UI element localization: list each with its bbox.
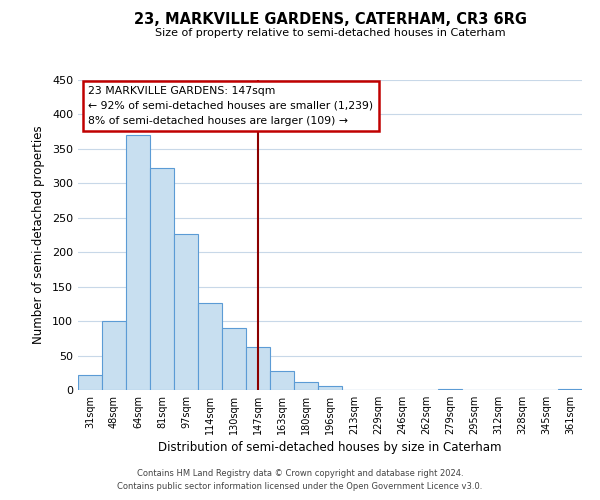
Text: Contains public sector information licensed under the Open Government Licence v3: Contains public sector information licen… — [118, 482, 482, 491]
Bar — [246, 346, 270, 390]
Text: 23, MARKVILLE GARDENS, CATERHAM, CR3 6RG: 23, MARKVILLE GARDENS, CATERHAM, CR3 6RG — [133, 12, 527, 28]
Y-axis label: Number of semi-detached properties: Number of semi-detached properties — [32, 126, 45, 344]
X-axis label: Distribution of semi-detached houses by size in Caterham: Distribution of semi-detached houses by … — [158, 441, 502, 454]
Bar — [318, 386, 342, 390]
Bar — [558, 388, 582, 390]
Bar — [294, 382, 318, 390]
Bar — [222, 328, 246, 390]
Bar — [150, 168, 174, 390]
Bar — [102, 321, 126, 390]
Text: Contains HM Land Registry data © Crown copyright and database right 2024.: Contains HM Land Registry data © Crown c… — [137, 468, 463, 477]
Bar — [198, 303, 222, 390]
Bar — [270, 370, 294, 390]
Bar — [126, 135, 150, 390]
Text: Size of property relative to semi-detached houses in Caterham: Size of property relative to semi-detach… — [155, 28, 505, 38]
Text: 23 MARKVILLE GARDENS: 147sqm
← 92% of semi-detached houses are smaller (1,239)
8: 23 MARKVILLE GARDENS: 147sqm ← 92% of se… — [88, 86, 373, 126]
Bar — [174, 234, 198, 390]
Bar — [78, 375, 102, 390]
